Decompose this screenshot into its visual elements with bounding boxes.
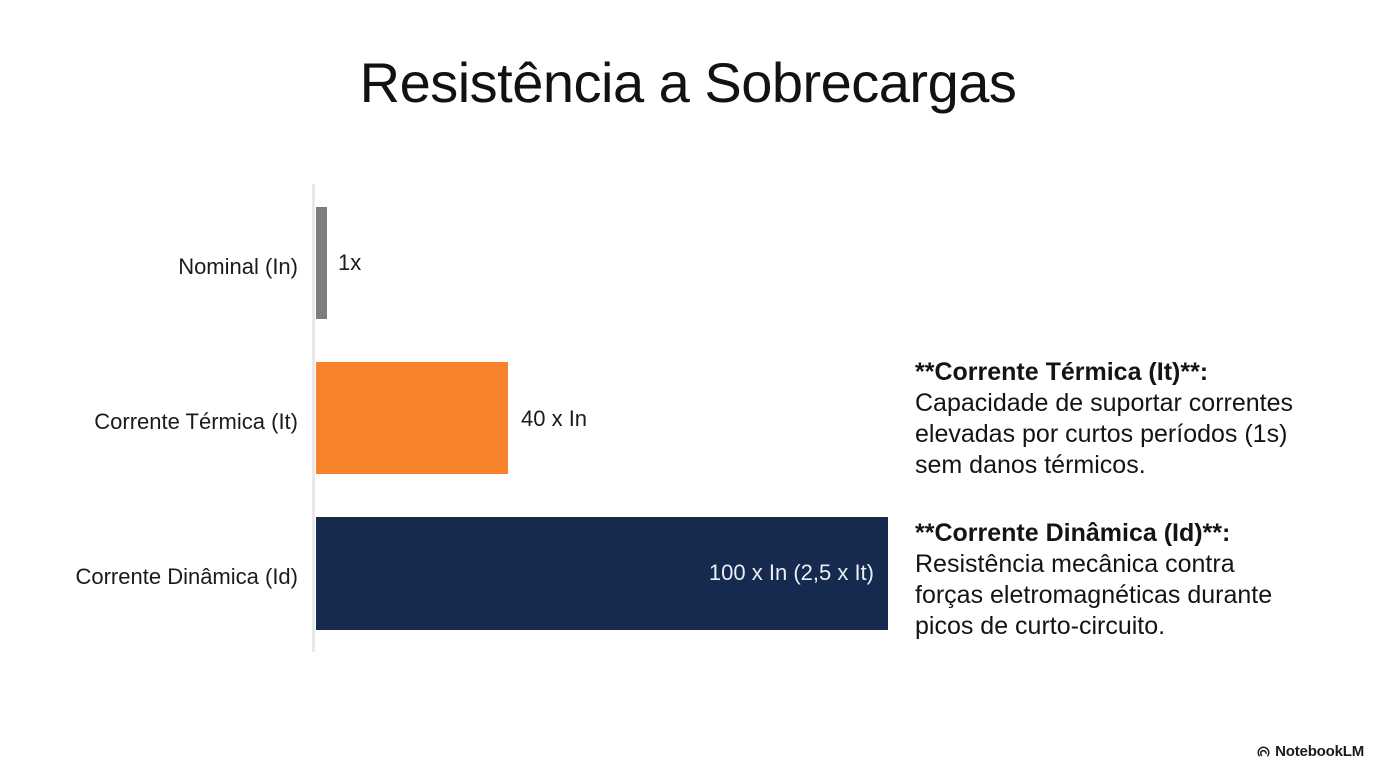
value-label-corrente-dinamica: 100 x In (2,5 x It) xyxy=(708,560,874,585)
notebooklm-branding: NotebookLM xyxy=(1256,743,1364,760)
bar-corrente-termica xyxy=(316,362,508,474)
notebooklm-brand-text: NotebookLM xyxy=(1275,743,1364,760)
bar-label-corrente-termica: Corrente Térmica (It) xyxy=(94,409,298,434)
annotation-line: elevadas por curtos períodos (1s) xyxy=(915,420,1288,448)
page-title: Resistência a Sobrecargas xyxy=(359,51,1017,114)
annotation-line: Resistência mecânica contra xyxy=(915,550,1235,578)
chart-axis-line xyxy=(312,184,315,652)
value-label-corrente-termica: 40 x In xyxy=(521,406,588,431)
notebooklm-logo-icon xyxy=(1257,746,1270,757)
annotation-corrente-dinamica: **Corrente Dinâmica (Id)**: Resistência … xyxy=(915,518,1350,642)
bar-label-corrente-dinamica: Corrente Dinâmica (Id) xyxy=(75,564,298,589)
bar-nominal xyxy=(316,207,327,319)
annotation-line: picos de curto-circuito. xyxy=(915,612,1166,640)
annotation-line: sem danos térmicos. xyxy=(915,451,1146,479)
annotation-heading: **Corrente Térmica (It)**: xyxy=(915,358,1209,386)
bar-corrente-dinamica xyxy=(316,517,888,630)
bar-label-nominal: Nominal (In) xyxy=(178,254,298,279)
annotation-heading: **Corrente Dinâmica (Id)**: xyxy=(915,519,1231,547)
annotation-line: forças eletromagnéticas durante xyxy=(915,581,1273,609)
annotation-line: Capacidade de suportar correntes xyxy=(915,389,1294,417)
annotation-corrente-termica: **Corrente Térmica (It)**: Capacidade de… xyxy=(915,357,1350,481)
value-label-nominal: 1x xyxy=(338,250,362,275)
